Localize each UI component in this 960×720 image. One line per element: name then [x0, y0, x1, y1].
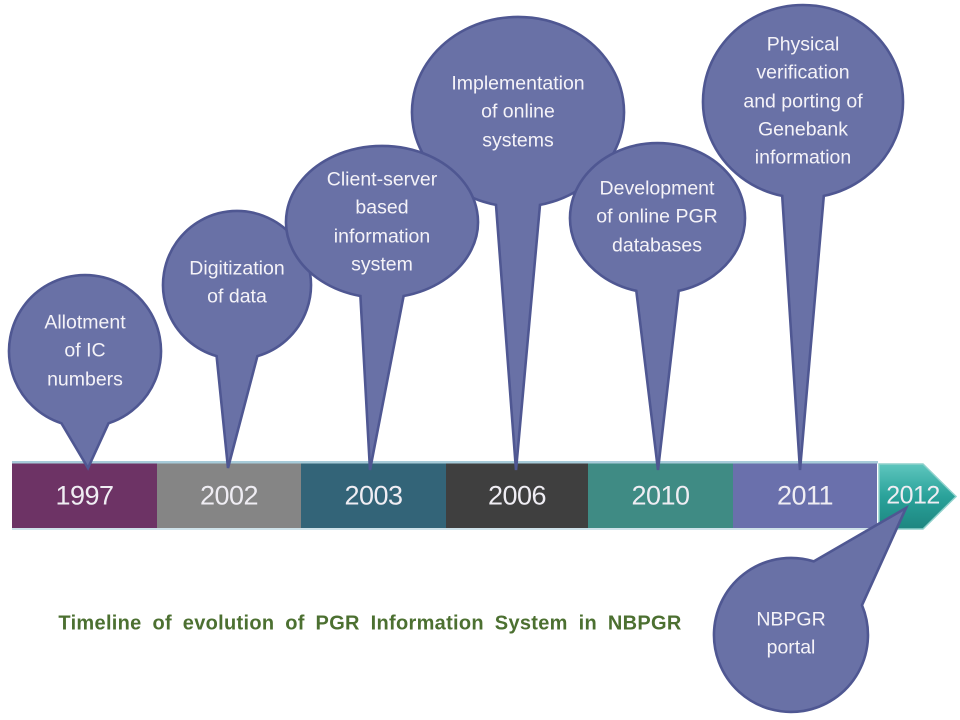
timeline-segment-2003 [301, 463, 446, 528]
timeline-segment-2006 [446, 463, 588, 528]
balloon-allotment-ic-numbers-shape [7, 273, 163, 471]
slide-caption: Timeline of evolution of PGR Information… [58, 612, 682, 635]
timeline-segment-2010 [588, 463, 733, 528]
balloon-nbpgr-portal-shape [712, 504, 909, 714]
balloon-client-server-system-shape [284, 144, 480, 471]
balloon-label-nbpgr-portal: NBPGR portal [756, 608, 826, 659]
balloon-label-development-pgr-databases: Development of online PGR databases [596, 177, 718, 257]
balloon-development-pgr-databases-shape [568, 141, 747, 471]
timeline-segment-1997 [12, 463, 157, 528]
year-label-2012: 2012 [886, 481, 940, 510]
timeline-segment-2011 [733, 463, 877, 528]
balloon-physical-verification-shape [701, 3, 905, 471]
timeline-top-edge [12, 461, 878, 464]
timeline-segment-2002 [157, 463, 301, 528]
year-label-2011: 2011 [776, 480, 834, 511]
balloon-label-implementation-online: Implementation of online systems [451, 72, 585, 152]
year-label-2010: 2010 [631, 480, 690, 511]
year-label-2006: 2006 [487, 480, 547, 511]
year-label-1997: 1997 [55, 480, 114, 511]
timeline-bottom-edge [12, 528, 878, 530]
balloon-label-allotment-ic-numbers: Allotment of IC numbers [44, 311, 126, 391]
balloon-digitization-of-data-shape [161, 209, 313, 469]
balloon-label-physical-verification: Physical verification and porting of Gen… [743, 33, 863, 169]
balloon-label-client-server-system: Client-server based information system [326, 168, 438, 276]
year-label-2003: 2003 [344, 480, 403, 511]
balloon-label-digitization-of-data: Digitization of data [189, 257, 285, 308]
year-label-2002: 2002 [199, 480, 259, 511]
